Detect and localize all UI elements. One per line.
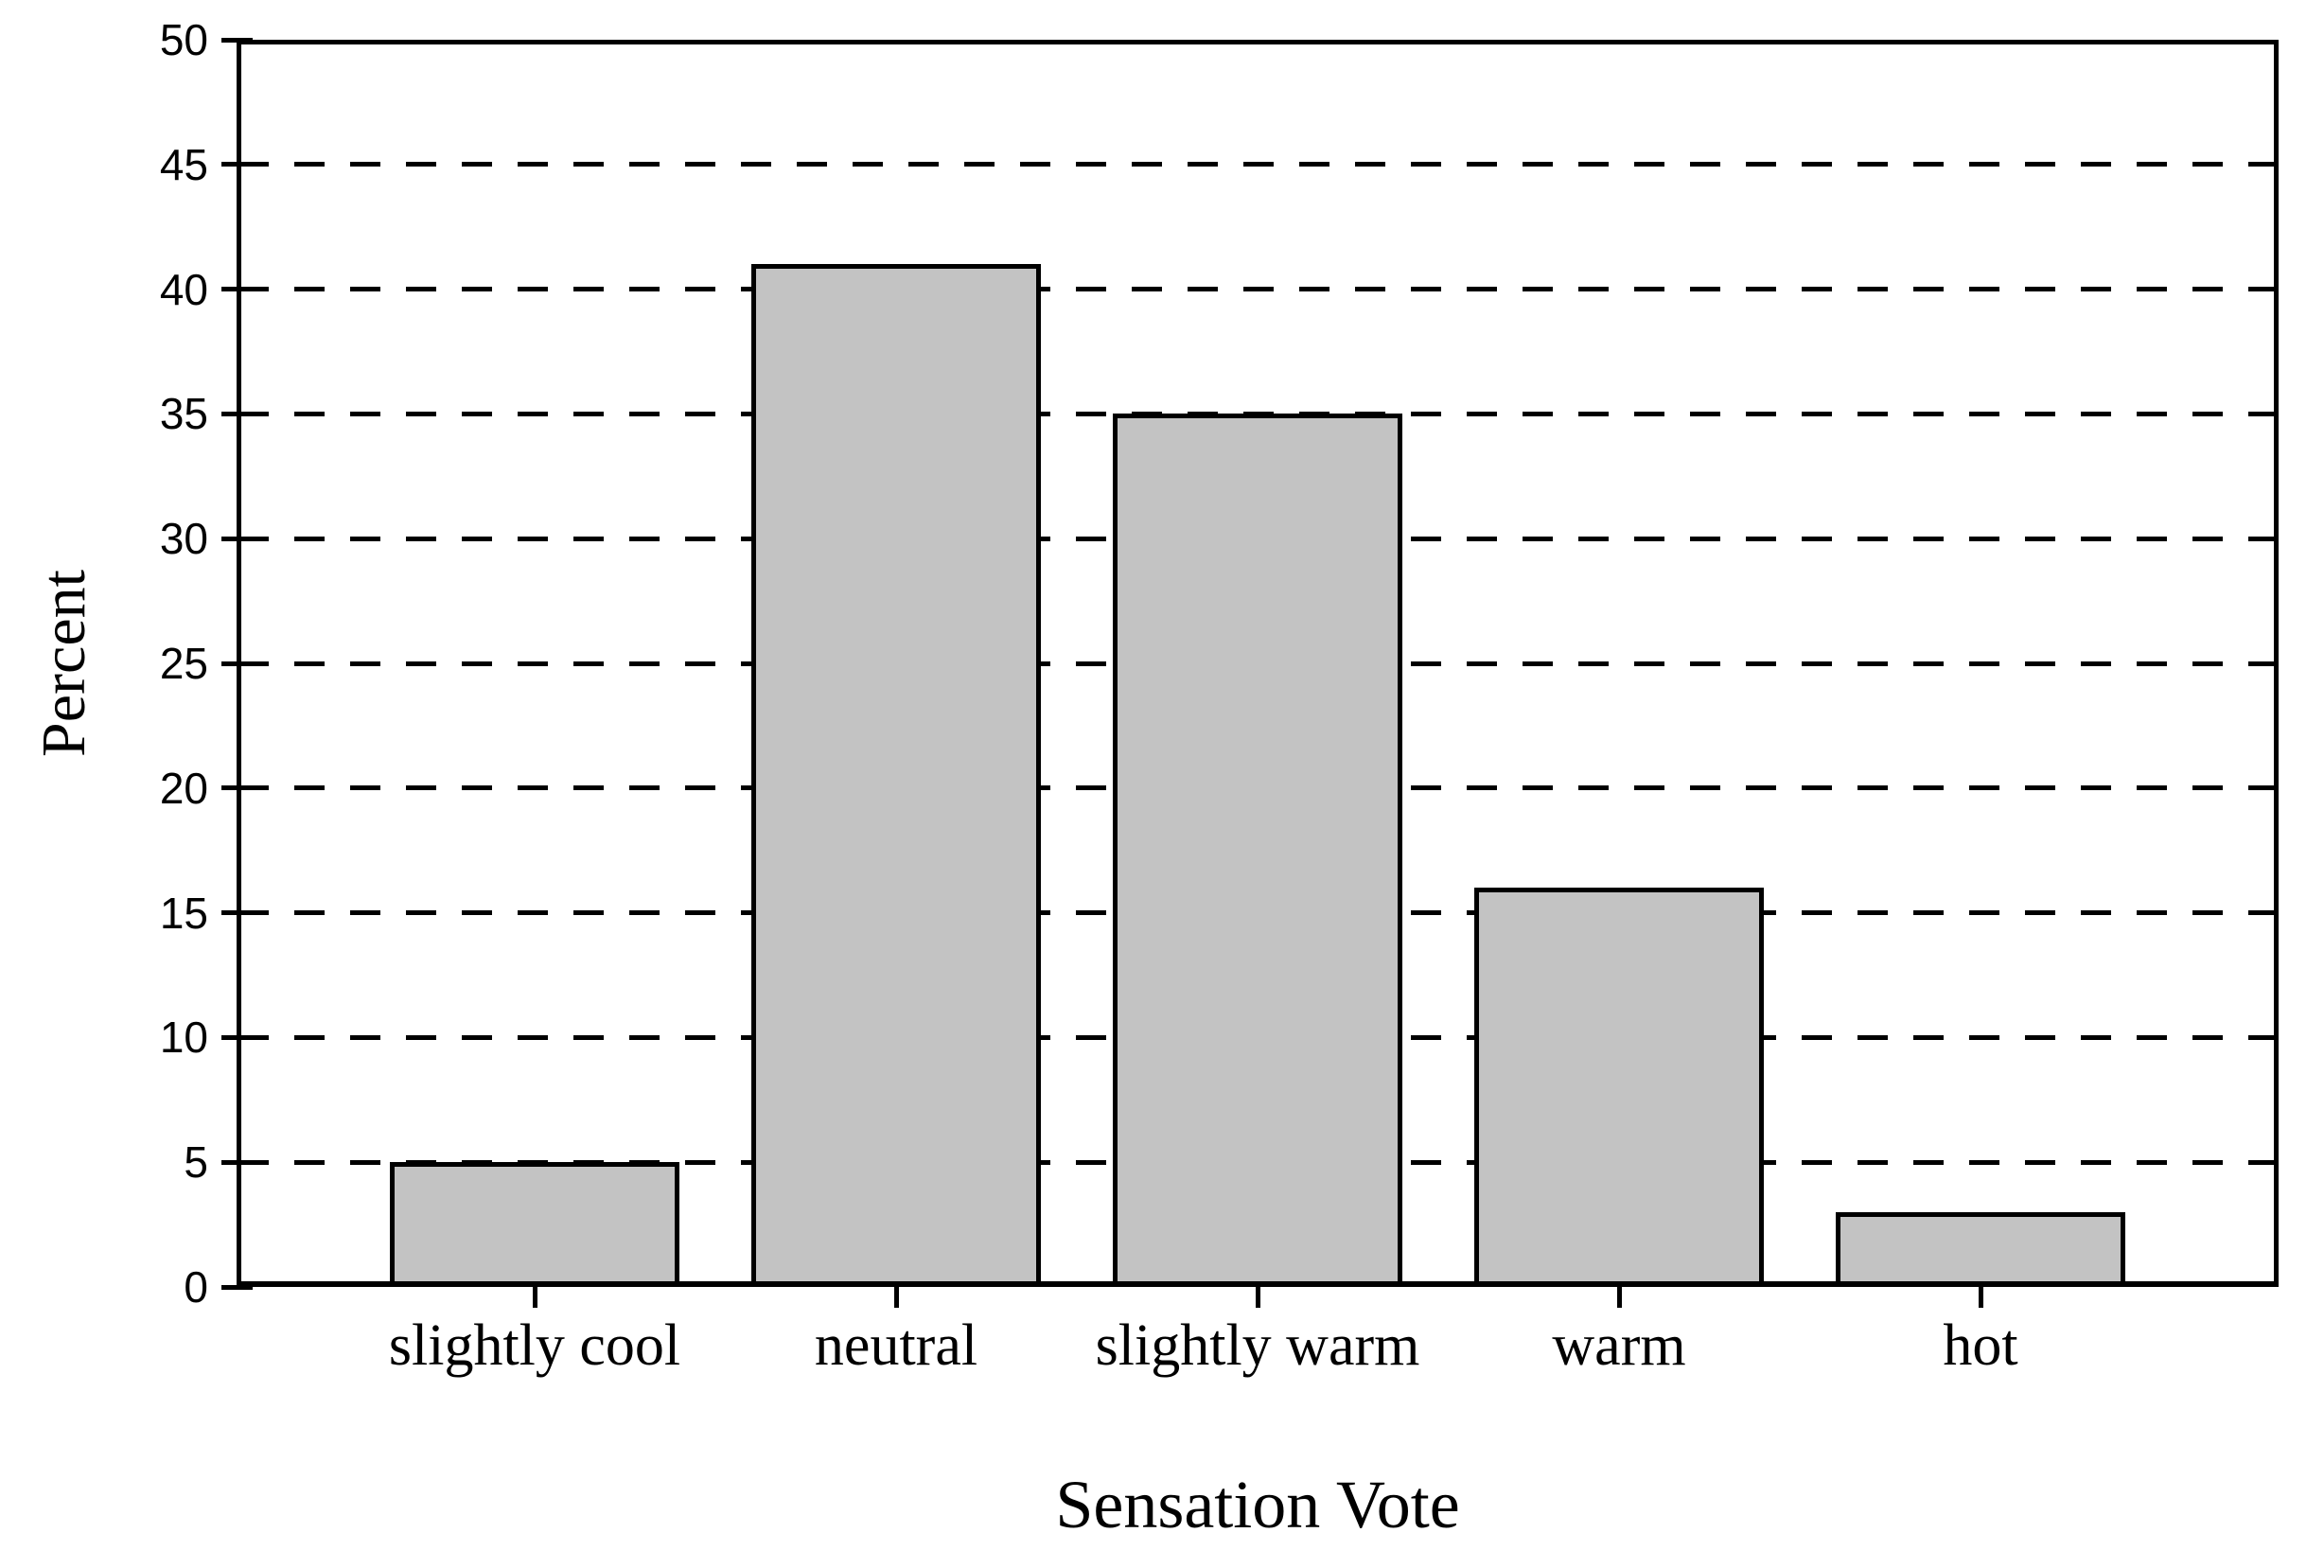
- y-axis-tick-5: [221, 1159, 253, 1165]
- y-tick-label-15: 15: [159, 888, 208, 938]
- y-axis-tick-40: [221, 287, 253, 292]
- y-axis-tick-50: [221, 37, 253, 43]
- category-label-1: neutral: [814, 1313, 978, 1378]
- y-axis-tick-30: [221, 536, 253, 541]
- x-axis-tick-1: [893, 1287, 899, 1308]
- gridline-45: [238, 162, 2277, 167]
- y-axis-tick-45: [221, 162, 253, 167]
- y-tick-label-30: 30: [159, 514, 208, 564]
- x-axis-tick-2: [1255, 1287, 1260, 1308]
- bar-hot: [1836, 1211, 2125, 1287]
- y-tick-label-10: 10: [159, 1013, 208, 1063]
- y-axis-tick-35: [221, 411, 253, 416]
- y-axis-tick-25: [221, 661, 253, 666]
- x-axis-tick-0: [532, 1287, 537, 1308]
- y-tick-label-20: 20: [159, 763, 208, 813]
- gridline-40: [238, 287, 2277, 292]
- y-tick-label-0: 0: [184, 1262, 208, 1312]
- y-tick-label-5: 5: [184, 1137, 208, 1188]
- y-tick-label-25: 25: [159, 639, 208, 688]
- bar-warm: [1474, 888, 1764, 1287]
- y-tick-label-50: 50: [159, 15, 208, 64]
- bar-slightly-cool: [390, 1162, 679, 1287]
- y-tick-label-35: 35: [159, 389, 208, 439]
- category-label-4: hot: [1943, 1313, 2018, 1378]
- y-tick-label-45: 45: [159, 139, 208, 189]
- x-axis-tick-4: [1978, 1287, 1983, 1308]
- y-axis-tick-20: [221, 785, 253, 791]
- category-label-3: warm: [1552, 1313, 1686, 1378]
- x-axis-title: Sensation Vote: [1055, 1467, 1460, 1542]
- x-axis-tick-3: [1616, 1287, 1622, 1308]
- y-axis-tick-15: [221, 910, 253, 916]
- y-axis-tick-10: [221, 1034, 253, 1040]
- plot-area: 0 5 10 15 20 25 30 35 40 45 50 slightly cool neutral…: [160, 15, 2279, 1542]
- bar-slightly-warm: [1113, 414, 1402, 1287]
- bar-neutral: [751, 264, 1041, 1287]
- category-label-0: slightly cool: [388, 1313, 681, 1378]
- y-tick-label-40: 40: [159, 264, 208, 314]
- y-axis-tick-0: [221, 1284, 253, 1290]
- category-label-2: slightly warm: [1095, 1313, 1420, 1378]
